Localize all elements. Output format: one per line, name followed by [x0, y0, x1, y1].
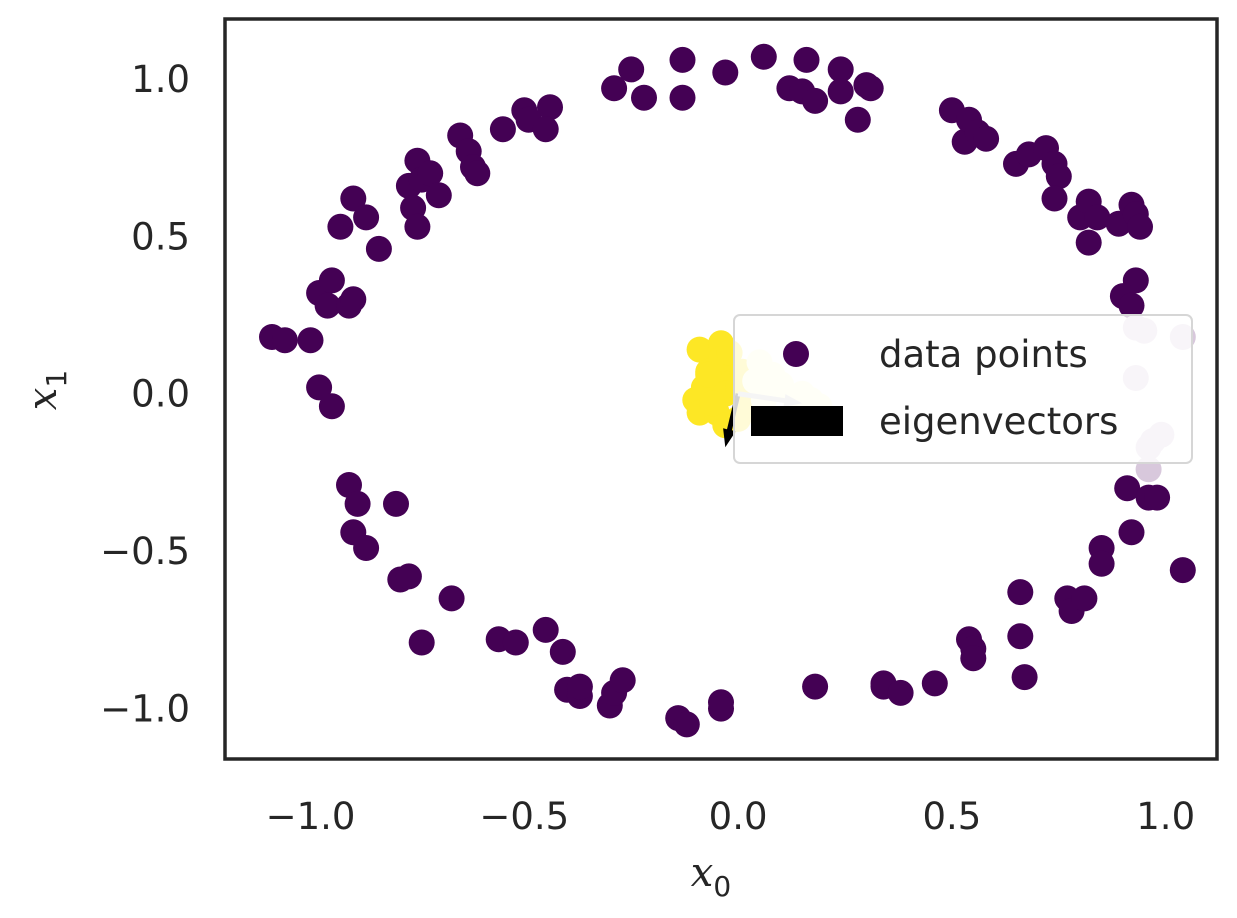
- data-point-outer: [1011, 664, 1038, 691]
- data-point-outer: [417, 160, 444, 187]
- data-point-outer: [1084, 204, 1111, 231]
- legend-marker-eigenvectors: [751, 406, 843, 436]
- data-point-outer: [340, 286, 367, 313]
- data-point-outer: [631, 84, 657, 111]
- plot-frame: [223, 17, 1219, 761]
- legend-marker-data-points: [783, 341, 809, 367]
- data-point-outer: [1169, 557, 1196, 584]
- x-tick-label: −1.0: [266, 795, 356, 838]
- data-point-outer: [827, 56, 854, 83]
- data-point-outer: [1075, 229, 1102, 256]
- data-point-outer: [344, 490, 371, 517]
- y-axis-label: x1: [20, 370, 73, 410]
- data-point-outer: [960, 645, 987, 672]
- data-point-outer: [314, 292, 341, 319]
- data-point-outer: [327, 213, 354, 240]
- data-point-outer: [365, 235, 392, 262]
- data-point-outer: [618, 56, 645, 83]
- data-point-outer: [464, 160, 491, 187]
- data-point-outer: [340, 185, 367, 212]
- x-tick-label: 0.5: [922, 795, 981, 838]
- legend-label-data-points: data points: [879, 333, 1088, 376]
- x-tick-labels: −1.0 −0.5 0.0 0.5 1.0: [266, 795, 1196, 838]
- data-point-outer: [669, 84, 696, 111]
- data-point-outer: [1041, 185, 1068, 212]
- data-point-outer: [827, 78, 854, 105]
- data-point-outer: [669, 46, 696, 73]
- data-point-outer: [1088, 550, 1115, 577]
- data-point-outer: [1007, 579, 1034, 606]
- y-tick-label: −1.0: [100, 688, 190, 731]
- data-point-outer: [353, 204, 380, 231]
- y-axis-label-sub: 1: [40, 370, 73, 388]
- data-point-outer: [673, 711, 700, 738]
- y-axis-label-main: x: [20, 388, 66, 411]
- x-tick-label: −0.5: [479, 795, 569, 838]
- data-point-outer: [566, 673, 593, 700]
- data-point-outer: [973, 125, 1000, 152]
- data-point-outer: [318, 267, 345, 294]
- data-point-outer: [1118, 292, 1145, 319]
- data-point-outer: [1045, 163, 1072, 190]
- data-point-outer: [857, 75, 884, 102]
- y-tick-label: 0.5: [131, 215, 190, 258]
- data-point-outer: [793, 46, 820, 73]
- data-point-outer: [297, 327, 324, 354]
- data-point-core: [695, 361, 722, 388]
- data-point-core: [699, 390, 726, 417]
- x-tick-label: 1.0: [1136, 795, 1195, 838]
- data-point-outer: [395, 563, 422, 590]
- legend: data points eigenvectors: [733, 314, 1193, 464]
- data-point-outer: [425, 182, 452, 209]
- data-point-outer: [844, 106, 871, 133]
- data-point-outer: [802, 87, 829, 114]
- data-point-outer: [271, 327, 298, 354]
- data-point-outer: [1071, 585, 1098, 612]
- data-point-outer: [802, 673, 829, 700]
- x-tick-label: 0.0: [709, 795, 768, 838]
- y-tick-label: −0.5: [100, 530, 190, 573]
- legend-box: [733, 314, 1193, 464]
- x-axis-label-sub: 0: [713, 870, 731, 903]
- data-point-outer: [404, 213, 431, 240]
- data-point-outer: [537, 94, 563, 121]
- data-point-outer: [601, 75, 628, 102]
- data-point-outer: [921, 670, 948, 697]
- data-point-outer: [1144, 484, 1171, 511]
- data-point-outer: [532, 616, 559, 643]
- data-point-outer: [1118, 519, 1145, 546]
- data-point-outer: [353, 535, 380, 561]
- data-point-outer: [708, 695, 734, 722]
- data-point-outer: [1007, 623, 1034, 650]
- data-point-outer: [489, 116, 516, 143]
- data-point-outer: [408, 629, 435, 656]
- data-point-outer: [532, 116, 559, 143]
- y-tick-label: 0.0: [131, 373, 190, 416]
- data-point-outer: [1114, 475, 1141, 502]
- data-point-outer: [502, 629, 529, 656]
- x-axis-label: x0: [691, 850, 731, 903]
- y-tick-label: 1.0: [131, 58, 190, 101]
- data-point-outer: [750, 43, 777, 70]
- data-point-outer: [712, 59, 739, 86]
- data-point-outer: [609, 667, 636, 694]
- y-tick-labels: −1.0 −0.5 0.0 0.5 1.0: [100, 58, 190, 731]
- data-point-outer: [306, 374, 333, 401]
- data-point-outer: [549, 638, 576, 665]
- x-axis-label-main: x: [691, 850, 714, 896]
- data-point-outer: [1127, 213, 1153, 240]
- data-point-outer: [887, 679, 914, 706]
- data-point-outer: [318, 393, 345, 420]
- data-point-outer: [383, 490, 409, 517]
- data-point-outer: [438, 585, 465, 612]
- legend-label-eigenvectors: eigenvectors: [879, 400, 1118, 443]
